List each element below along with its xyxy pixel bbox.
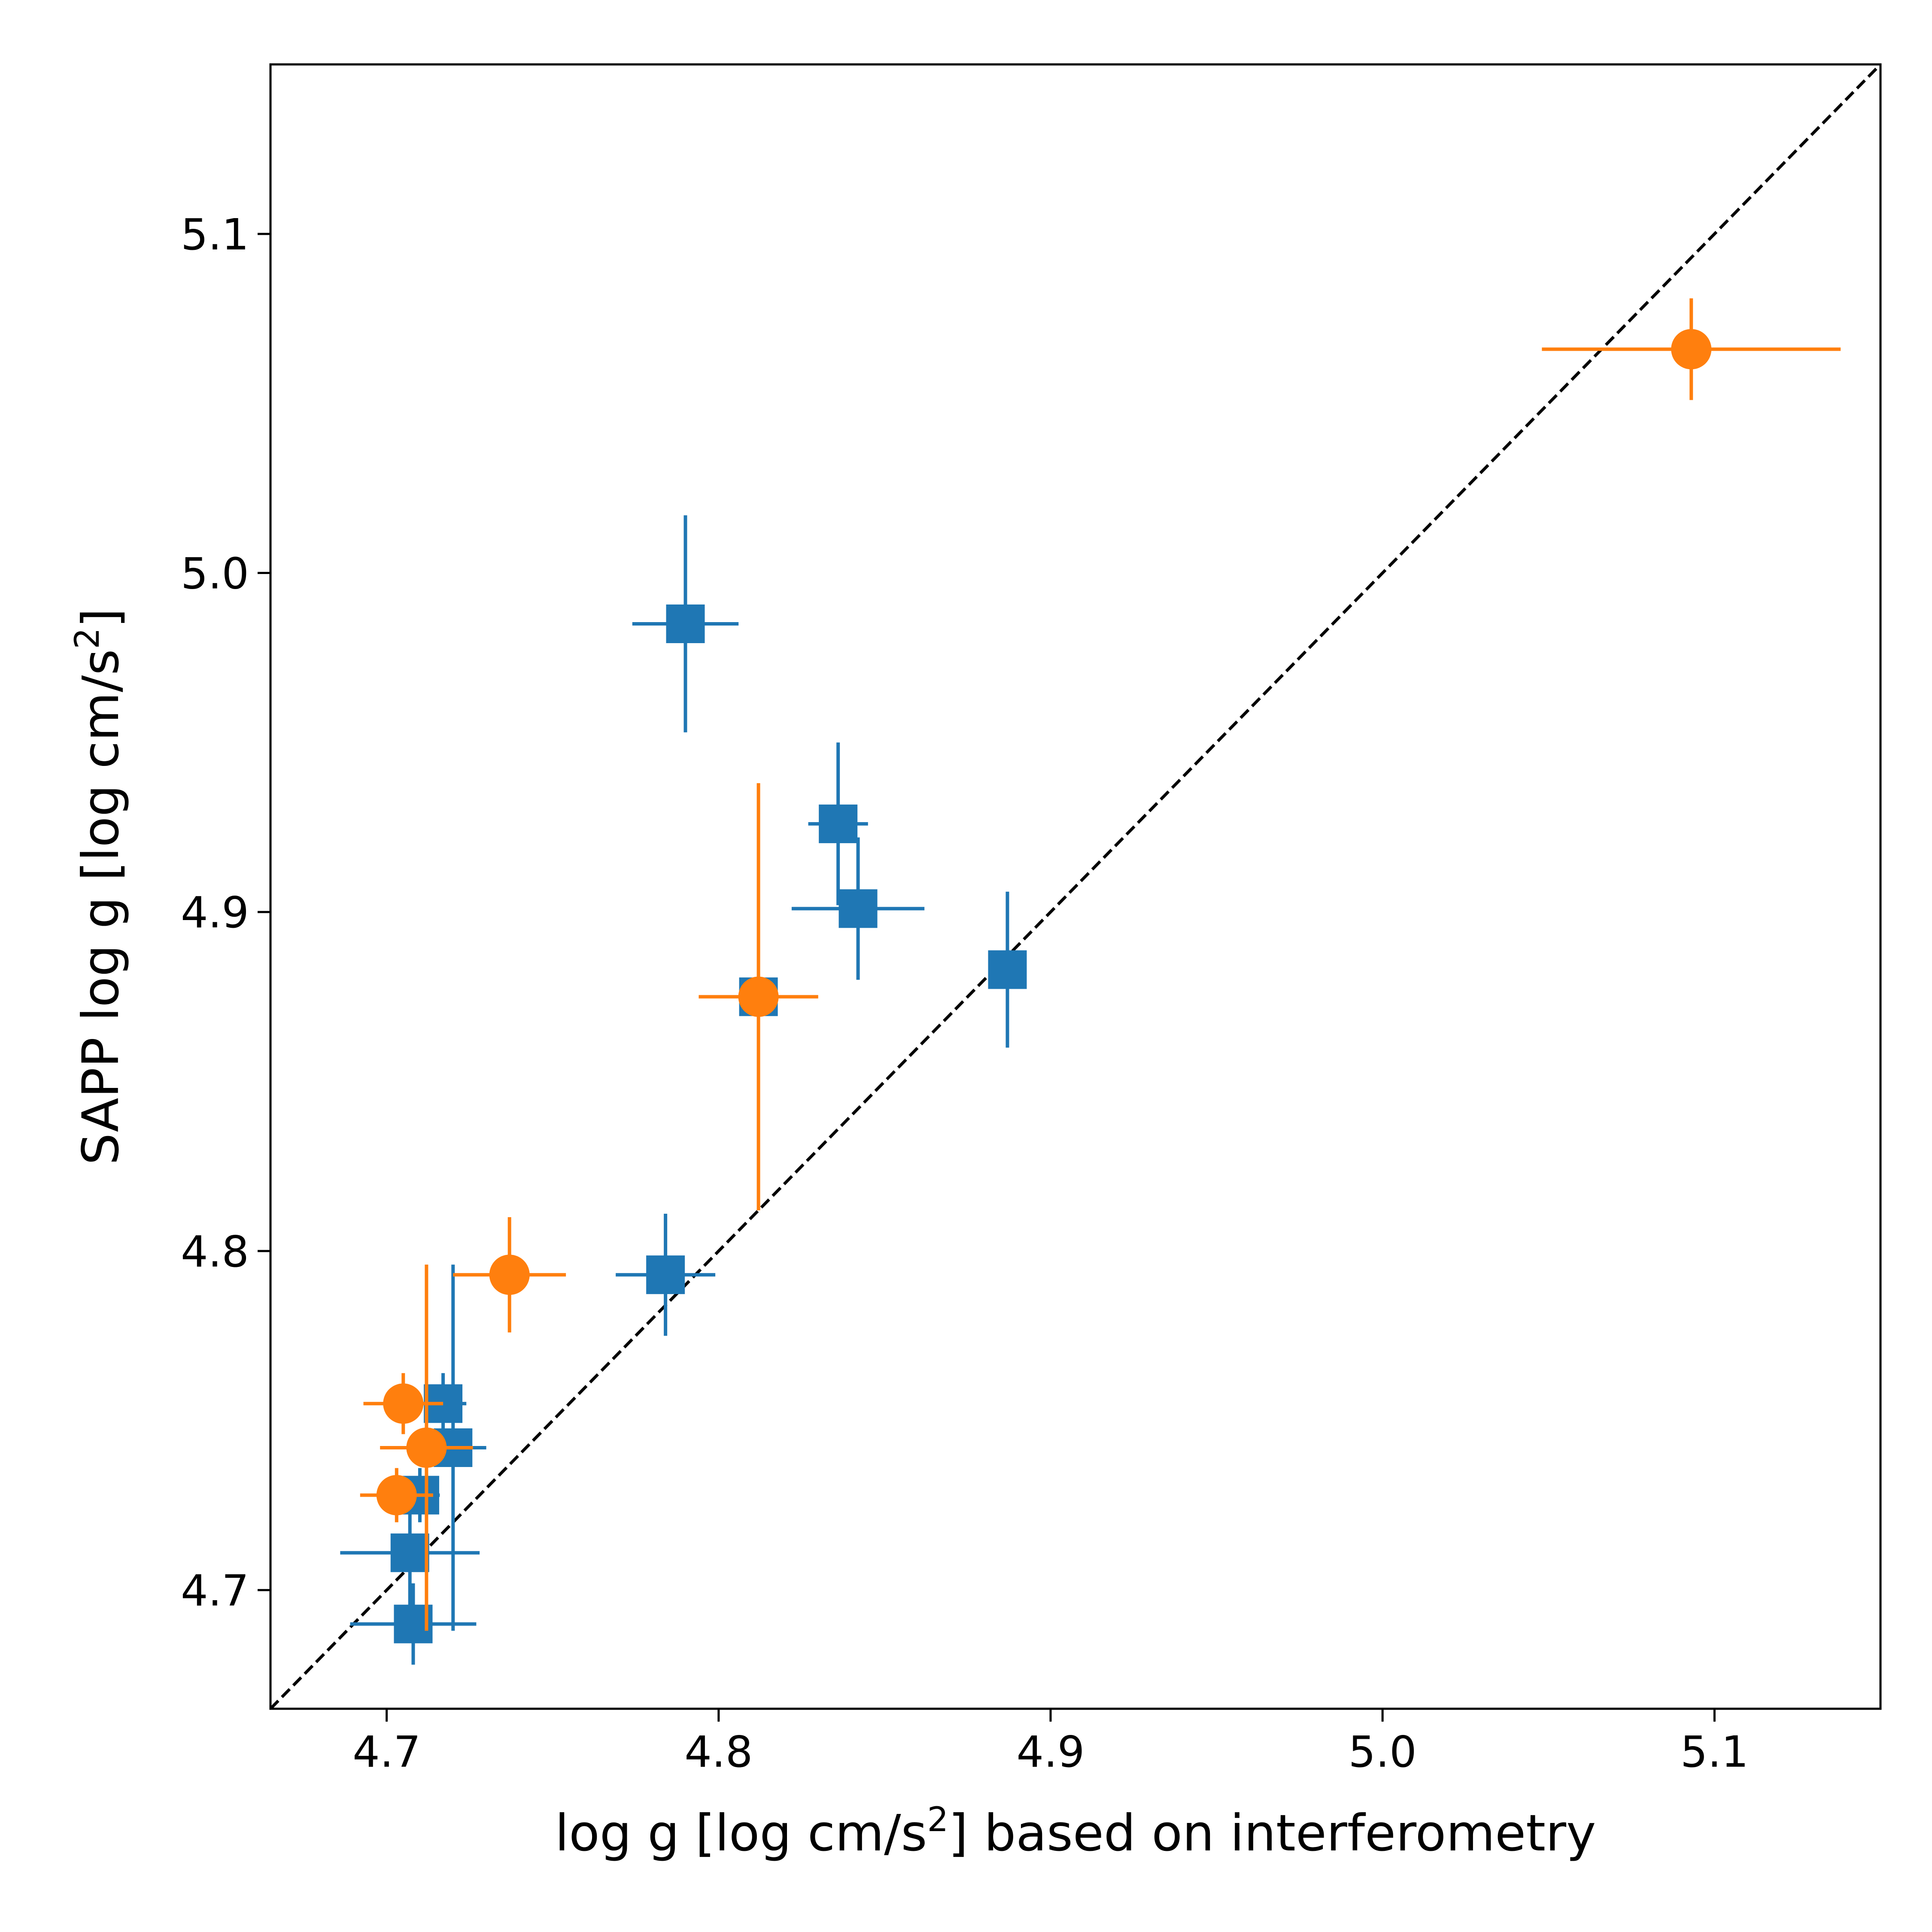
circle-marker <box>1671 329 1712 370</box>
plot-frame <box>269 63 1882 1710</box>
x-tick-label: 5.1 <box>1680 1727 1749 1777</box>
data-point-square <box>350 1583 477 1665</box>
data-point-circle <box>1542 298 1841 400</box>
y-tick-label: 5.0 <box>181 549 249 599</box>
y-tick-label: 4.8 <box>181 1227 249 1277</box>
x-axis: 4.7 4.8 4.9 5.0 5.1 <box>352 1709 1749 1777</box>
x-tick-label: 4.7 <box>352 1727 421 1777</box>
data-point-circle <box>360 1468 433 1522</box>
circle-marker <box>738 976 779 1017</box>
circle-marker <box>489 1255 530 1295</box>
square-marker <box>646 1255 685 1294</box>
square-marker <box>988 950 1027 989</box>
y-tick-label: 4.9 <box>181 887 249 938</box>
series-square <box>340 515 1027 1665</box>
data-point-square <box>340 1492 480 1614</box>
data-point-square <box>808 742 868 905</box>
y-axis: 4.7 4.8 4.9 5.0 5.1 <box>181 210 270 1616</box>
circle-marker <box>383 1383 424 1424</box>
data-point-circle <box>453 1217 566 1333</box>
square-marker <box>838 889 878 928</box>
x-tick-label: 5.0 <box>1349 1727 1417 1777</box>
data-point-square <box>988 891 1027 1048</box>
y-axis-label: SAPP log g [log cm/s2] <box>68 608 130 1165</box>
series-circle <box>360 298 1841 1631</box>
data-point-circle <box>363 1373 444 1434</box>
x-tick-label: 4.9 <box>1016 1727 1084 1777</box>
x-axis-label: log g [log cm/s2] based on interferometr… <box>555 1801 1596 1862</box>
y-tick-label: 5.1 <box>181 210 249 260</box>
x-tick-label: 4.8 <box>684 1727 753 1777</box>
square-marker <box>390 1533 429 1572</box>
data-point-square <box>791 837 925 980</box>
data-point-square <box>632 515 739 732</box>
circle-marker <box>406 1427 447 1468</box>
square-marker <box>666 604 705 643</box>
data-point-circle <box>699 783 818 1211</box>
data-point-circle <box>380 1264 473 1631</box>
circle-marker <box>376 1475 417 1516</box>
data-point-square <box>616 1214 716 1336</box>
reference-line <box>270 64 1880 1709</box>
plot-content <box>270 64 1880 1709</box>
square-marker <box>819 804 858 843</box>
y-tick-label: 4.7 <box>181 1566 249 1616</box>
